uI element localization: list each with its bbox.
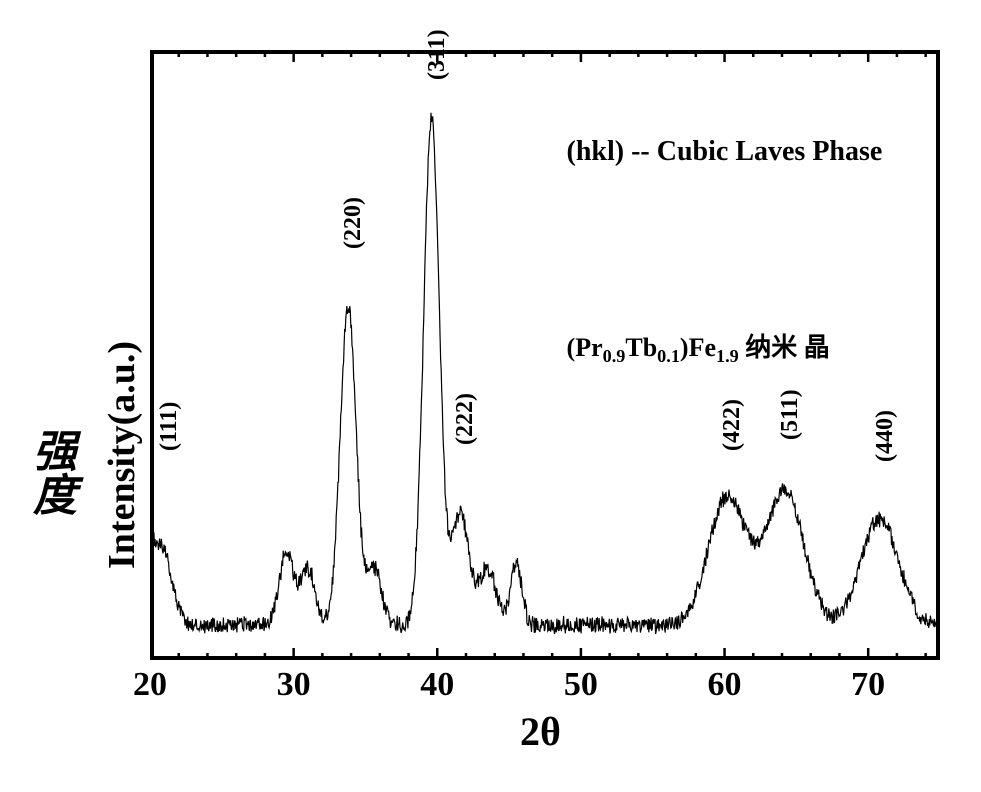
sample-mid1: Tb <box>625 333 657 362</box>
x-tick-label: 60 <box>700 666 750 704</box>
sample-suffix-cjk: 纳米 晶 <box>739 333 830 362</box>
sample-sub3: 1.9 <box>716 346 739 366</box>
x-tick-label: 50 <box>556 666 606 704</box>
sample-sub1: 0.9 <box>603 346 626 366</box>
peak-label: (511) <box>777 389 804 440</box>
sample-composition-label: (Pr0.9Tb0.1)Fe1.9 纳米 晶 <box>567 327 830 367</box>
sample-sub2: 0.1 <box>657 346 680 366</box>
legend-phase: (hkl) -- Cubic Laves Phase <box>567 136 883 168</box>
x-tick-label: 70 <box>843 666 893 704</box>
x-tick-label: 40 <box>412 666 462 704</box>
sample-mid2: )Fe <box>680 333 716 362</box>
peak-label: (220) <box>340 197 367 249</box>
peak-label: (222) <box>452 393 479 445</box>
x-tick-label: 20 <box>125 666 175 704</box>
sample-prefix: (Pr <box>567 333 603 362</box>
y-axis-label-cjk: 强度 <box>18 428 82 516</box>
y-axis-label-en: Intensity(a.u.) <box>100 340 144 568</box>
x-tick-label: 30 <box>269 666 319 704</box>
peak-label: (311) <box>424 29 451 80</box>
peak-label: (440) <box>872 410 899 462</box>
peak-label: (422) <box>719 399 746 451</box>
peak-label: (111) <box>156 402 183 451</box>
x-axis-label: 2θ <box>520 708 561 755</box>
